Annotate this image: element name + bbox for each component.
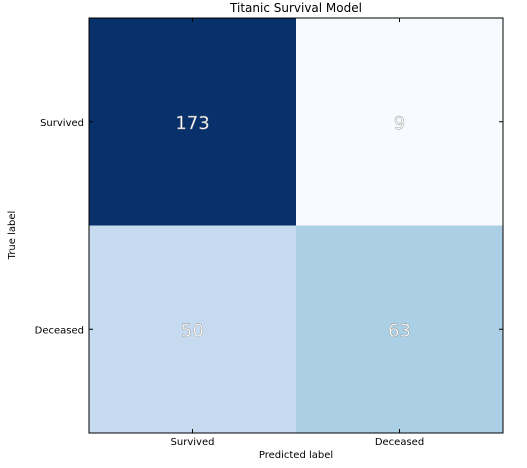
cell-value-label: 9	[394, 113, 405, 134]
plot-frame	[88, 17, 504, 434]
heatmap-cell	[89, 18, 296, 226]
cell-value-label: 50	[181, 320, 204, 341]
heatmap-cell	[296, 18, 503, 226]
y-tick-label: Deceased	[35, 325, 84, 336]
heatmap-cell	[89, 225, 296, 433]
cell-value-label: 173	[175, 113, 209, 134]
x-tick-label: Deceased	[375, 437, 424, 448]
x-axis-label: Predicted label	[258, 450, 334, 461]
chart-title: Titanic Survival Model	[230, 1, 362, 15]
heatmap-cell	[296, 225, 503, 433]
x-tick-label: Survived	[171, 437, 215, 448]
y-tick-label: Survived	[40, 118, 84, 129]
cell-value-label: 63	[388, 320, 411, 341]
